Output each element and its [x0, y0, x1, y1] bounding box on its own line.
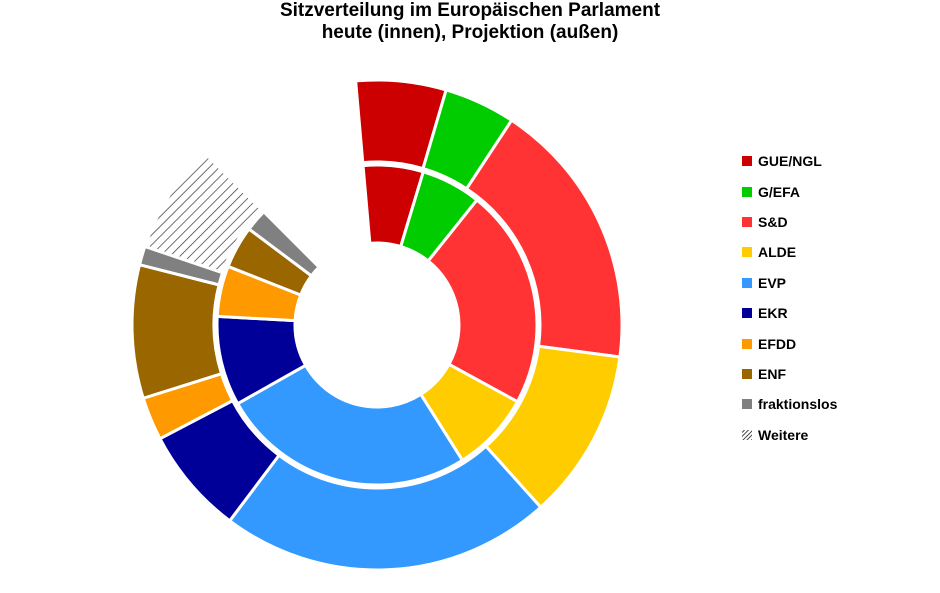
outer-ring [130, 78, 624, 572]
legend-item-weitere: Weitere [742, 420, 837, 450]
legend-swatch [742, 216, 752, 227]
legend-label: ENF [758, 365, 786, 382]
legend-item-gue-ngl: GUE/NGL [742, 146, 837, 176]
legend-swatch [742, 156, 752, 167]
legend-item-alde: ALDE [742, 237, 837, 267]
legend-label: GUE/NGL [758, 153, 822, 170]
legend-label: G/EFA [758, 183, 801, 200]
inner-slice-fraktionslos [247, 210, 321, 278]
chart-title: Sitzverteilung im Europäischen Parlament [279, 0, 661, 21]
outer-slice-enf [130, 263, 223, 400]
chart-title-block: Sitzverteilung im Europäischen Parlament… [0, 0, 940, 44]
inner-ring [215, 163, 539, 487]
inner-slice-s-d [426, 198, 539, 404]
legend-swatch [742, 186, 752, 197]
legend-swatch [742, 399, 752, 410]
legend-label: EKR [758, 305, 788, 322]
legend-label: EFDD [758, 335, 797, 352]
legend-item-fraktionslos: fraktionslos [742, 389, 837, 419]
legend-item-g-efa: G/EFA [742, 176, 837, 206]
chart-subtitle: heute (innen), Projektion (außen) [321, 22, 619, 43]
legend-label: fraktionslos [758, 396, 838, 413]
legend-label: Weitere [758, 426, 809, 443]
outer-slice-weitere [143, 150, 264, 275]
legend-label: S&D [758, 213, 788, 230]
legend-item-efdd: EFDD [742, 328, 837, 358]
legend-swatch [742, 368, 752, 379]
legend-swatch [742, 429, 752, 440]
legend-swatch [742, 338, 752, 349]
legend-item-ekr: EKR [742, 298, 837, 328]
legend-item-evp: EVP [742, 268, 837, 298]
legend-swatch [742, 247, 752, 258]
legend-swatch [742, 308, 752, 319]
legend-swatch [742, 277, 752, 288]
legend-item-s-d: S&D [742, 207, 837, 237]
inner-slice-evp [236, 363, 464, 487]
legend-item-enf: ENF [742, 359, 837, 389]
legend-label: EVP [758, 274, 787, 291]
legend: GUE/NGL G/EFA S&D ALDE EVP EKR EFDD ENF fraktion… [742, 146, 837, 450]
legend-label: ALDE [758, 244, 797, 261]
